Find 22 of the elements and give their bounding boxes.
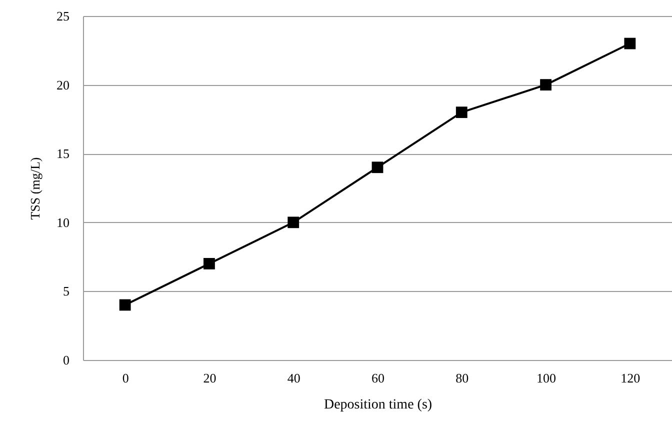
point	[204, 258, 215, 270]
x-axis-title: Deposition time (s)	[324, 398, 432, 412]
x-tick-label: 60	[372, 370, 384, 386]
x-tick-label: 100	[536, 370, 556, 386]
point	[119, 299, 131, 311]
y-tick-label: 10	[56, 214, 70, 230]
x-tick-label: 40	[287, 370, 300, 386]
y-tick-label: 25	[56, 8, 70, 24]
point	[456, 106, 468, 118]
point	[288, 216, 300, 228]
point	[372, 162, 384, 174]
x-tick-label: 120	[620, 370, 640, 386]
point	[540, 79, 552, 90]
y-tick-label: 0	[63, 352, 70, 368]
x-tick-label: 0	[122, 370, 129, 386]
y-axis-title: TSS (mg/L)	[28, 157, 42, 220]
y-tick-label: 15	[56, 146, 70, 162]
y-tick-label: 20	[56, 77, 70, 92]
point	[624, 38, 636, 50]
x-tick-label: 80	[456, 370, 469, 386]
x-tick-label: 20	[203, 370, 216, 386]
y-tick-label: 5	[63, 284, 70, 299]
